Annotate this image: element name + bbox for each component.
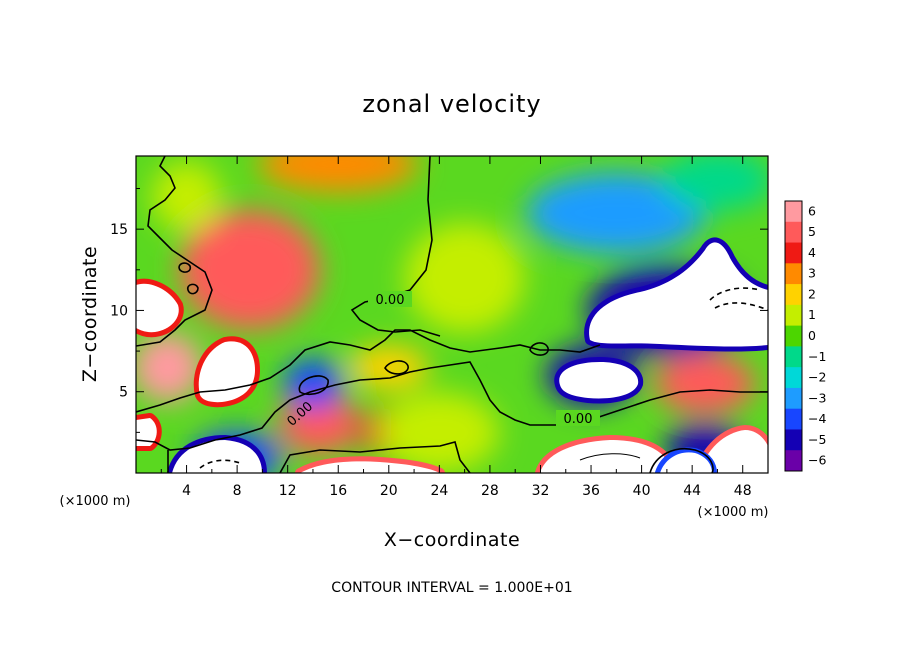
field-blob <box>282 358 343 409</box>
colorbar-label: 4 <box>808 245 816 260</box>
colorbar-segment <box>785 450 802 472</box>
zero-contour-middle <box>136 329 601 413</box>
x-axis-label: X−coordinate <box>384 529 520 551</box>
y-tick-label: 10 <box>110 303 128 319</box>
out-of-range-region <box>589 242 768 347</box>
zero-contour-bottom <box>167 441 471 473</box>
field-blob <box>258 156 419 193</box>
field-blob <box>379 392 500 473</box>
colorbar-segment <box>785 387 802 410</box>
contour-label-2: 0.00 <box>564 412 593 427</box>
x-tick-label: 20 <box>380 483 398 499</box>
heatmap-field: 0.00 0.00 0.00 <box>136 156 768 473</box>
field-blob <box>151 161 222 232</box>
y-tick-label: 5 <box>119 385 128 401</box>
colorbar-label: −6 <box>808 453 826 468</box>
x-tick-label: 40 <box>633 483 651 499</box>
colorbar-segment <box>785 367 802 389</box>
field-blob <box>526 172 707 253</box>
contour-label-1: 0.00 <box>376 293 405 308</box>
colorbar-segment <box>785 429 802 451</box>
colorbar-label: −4 <box>808 411 826 426</box>
x-tick-label: 32 <box>532 483 550 499</box>
y-axis: 5 10 15 <box>110 188 768 433</box>
y-tick-label: 15 <box>110 222 128 238</box>
colorbar-segment <box>785 263 802 285</box>
out-of-range-region <box>136 418 157 446</box>
field-blob <box>654 353 755 414</box>
zero-contour-blob-3 <box>529 342 549 356</box>
out-of-range-region <box>660 452 712 473</box>
colorbar-segment <box>785 201 802 223</box>
zero-contour-lower <box>136 361 768 451</box>
field-blob <box>348 345 429 390</box>
chart-title: zonal velocity <box>362 90 541 118</box>
colorbar-segment <box>785 325 802 347</box>
thin-contour-bottom <box>579 453 641 461</box>
colorbar-label: −5 <box>808 432 826 447</box>
colorbar-label: −3 <box>808 390 826 405</box>
x-unit-left: (×1000 m) <box>60 494 131 509</box>
contour-hole-right <box>649 448 714 473</box>
field-blob <box>179 209 320 330</box>
colorbar-segment <box>785 242 802 264</box>
x-tick-label: 28 <box>481 483 499 499</box>
x-tick-label: 44 <box>683 483 701 499</box>
field-blob <box>279 394 360 455</box>
colorbar-label: 2 <box>808 286 816 301</box>
colorbar-segment <box>785 284 802 306</box>
field-blob <box>662 156 768 211</box>
x-tick-label: 8 <box>233 483 242 499</box>
colorbar-segment <box>785 408 802 430</box>
colorbar-segment <box>785 346 802 368</box>
x-axis: 4 8 12 16 20 24 28 32 36 40 44 48 <box>160 156 752 499</box>
out-of-range-region <box>136 283 179 333</box>
x-tick-label: 24 <box>430 483 448 499</box>
colorbar-segment <box>785 304 802 327</box>
zero-contour-upper <box>136 156 213 347</box>
colorbar-label: 6 <box>808 203 816 218</box>
colorbar-label: 5 <box>808 224 816 239</box>
x-tick-label: 12 <box>279 483 297 499</box>
colorbar-label: 0 <box>808 328 816 343</box>
x-unit-right: (×1000 m) <box>698 505 769 520</box>
out-of-range-region <box>700 430 768 473</box>
field-blob <box>404 222 525 333</box>
contour-interval-note: CONTOUR INTERVAL = 1.000E+01 <box>331 580 572 596</box>
zero-contour-blob-4 <box>178 262 199 295</box>
field-blob <box>136 332 203 403</box>
x-tick-label: 48 <box>734 483 752 499</box>
zero-contour-center <box>350 156 441 337</box>
colorbar-segment <box>785 221 802 244</box>
zero-contour-blob-2 <box>298 375 329 396</box>
out-of-range-region <box>559 362 639 399</box>
out-of-range-region <box>172 440 262 473</box>
x-tick-label: 16 <box>329 483 347 499</box>
colorbar-frame <box>784 200 803 472</box>
colorbar-label: 1 <box>808 307 816 322</box>
out-of-range-region <box>540 440 668 473</box>
y-axis-label: Z−coordinate <box>79 246 101 382</box>
colorbar-label: 3 <box>808 266 816 281</box>
colorbar: 6 5 4 3 2 1 0 −1 −2 −3 −4 −5 −6 <box>784 200 826 472</box>
out-of-range-region <box>300 461 440 473</box>
x-tick-label: 36 <box>582 483 600 499</box>
zero-contour-blob-1 <box>384 360 409 375</box>
dashed-contour-right <box>709 287 768 311</box>
dashed-contour-bottom <box>199 459 241 469</box>
colorbar-label: −1 <box>808 349 826 364</box>
x-tick-label: 4 <box>182 483 191 499</box>
colorbar-label: −2 <box>808 370 826 385</box>
plot-frame <box>135 155 769 474</box>
